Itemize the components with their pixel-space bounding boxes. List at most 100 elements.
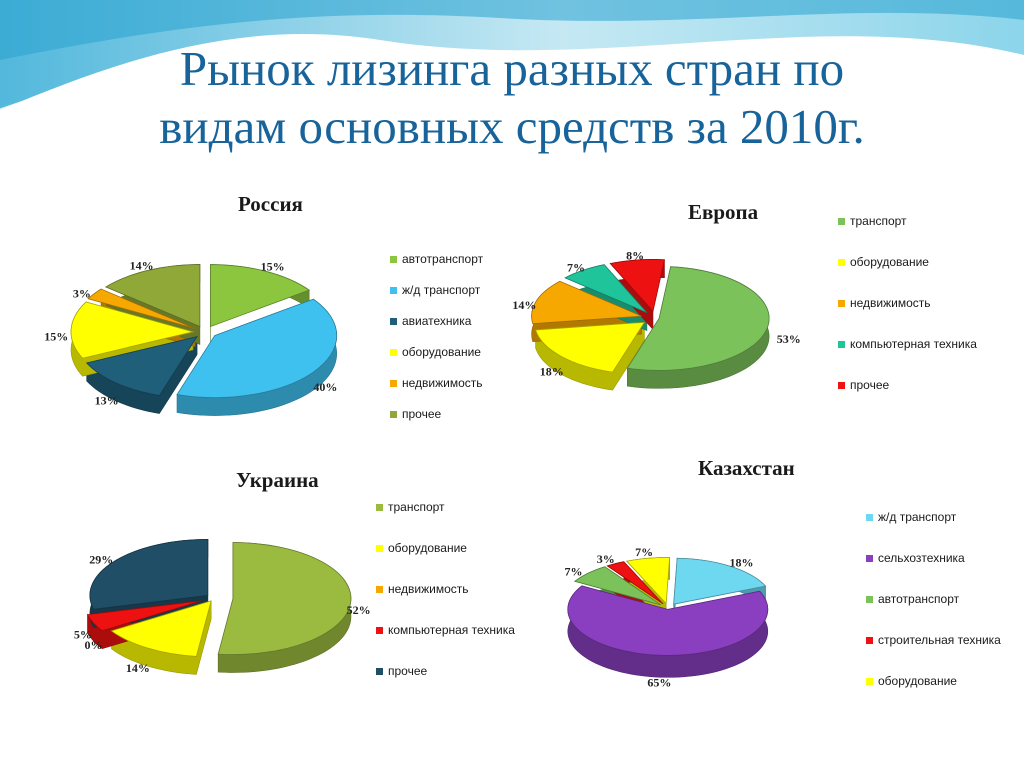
legend-label: ж/д транспорт xyxy=(402,283,481,297)
pie-chart-ukraine: 52% 14% 0%5% 29% xyxy=(74,538,371,675)
pie-label-kazakhstan-2: 7% xyxy=(565,565,583,579)
pie-slice-europe-0 xyxy=(626,266,770,371)
pie-slice-russia-1 xyxy=(176,298,338,398)
pie-label-ukraine-2: 0% xyxy=(84,638,102,652)
legend-label: строительная техника xyxy=(878,633,1001,647)
pie-label-russia-5: 14% xyxy=(130,258,154,272)
legend-swatch xyxy=(390,287,397,294)
pie-slice-russia-2 xyxy=(85,335,198,396)
legend-russia: автотранспорт ж/д транспорт авиатехника обо… xyxy=(390,252,550,432)
pie-slice-kazakhstan-0 xyxy=(673,557,767,605)
pie-label-russia-4: 3% xyxy=(73,286,91,300)
pie-label-russia-0: 15% xyxy=(261,259,285,273)
pie-slice-kazakhstan-1 xyxy=(567,585,769,656)
pie-slice-europe-4 xyxy=(609,259,665,313)
legend-swatch xyxy=(390,318,397,325)
pie-label-ukraine-1: 14% xyxy=(126,661,150,675)
legend-swatch xyxy=(376,627,383,634)
legend-label: прочее xyxy=(388,664,428,678)
pie-label-russia-1: 40% xyxy=(313,380,337,394)
pie-slice-ukraine-3 xyxy=(86,600,202,632)
pie-label-europe-4: 8% xyxy=(626,248,644,262)
legend-swatch xyxy=(838,300,845,307)
legend-ukraine: транспорт оборудование недвижимость компьют… xyxy=(376,500,536,700)
legend-label: транспорт xyxy=(388,500,445,514)
legend-swatch xyxy=(838,341,845,348)
legend-swatch xyxy=(866,637,873,644)
pie-slice-russia-5 xyxy=(105,264,201,328)
pie-label-ukraine-4: 29% xyxy=(89,553,113,567)
pie-chart-kazakhstan: 18% 65% 7% 3% 7% xyxy=(565,545,769,689)
legend-swatch xyxy=(838,259,845,266)
legend-swatch xyxy=(866,514,873,521)
legend-label: оборудование xyxy=(388,541,467,555)
legend-label: оборудование xyxy=(850,255,929,269)
pie-label-ukraine-0: 52% xyxy=(347,603,371,617)
legend-swatch xyxy=(390,349,397,356)
legend-label: недвижимость xyxy=(850,296,931,310)
pie-label-ukraine-3: 5% xyxy=(74,628,92,642)
pie-slice-ukraine-0 xyxy=(217,542,352,655)
pie-label-kazakhstan-3: 3% xyxy=(597,552,615,566)
slide-title: Рынок лизинга разных стран по видам осно… xyxy=(60,40,964,156)
legend-label: авиатехника xyxy=(402,314,472,328)
legend-label: сельхозтехника xyxy=(878,551,965,565)
chart-title-kazakhstan: Казахстан xyxy=(698,456,795,480)
pie-slice-europe-2 xyxy=(531,280,642,325)
header-wave-background xyxy=(0,0,1024,150)
pie-slice-europe-1 xyxy=(535,321,646,373)
pie-label-kazakhstan-0: 18% xyxy=(729,556,753,570)
chart-title-ukraine: Украина xyxy=(236,468,319,492)
legend-label: компьютерная техника xyxy=(388,623,515,637)
chart-title-russia: Россия xyxy=(238,192,303,216)
legend-swatch xyxy=(376,545,383,552)
pie-label-russia-3: 15% xyxy=(44,330,68,344)
legend-swatch xyxy=(838,382,845,389)
legend-label: компьютерная техника xyxy=(850,337,977,351)
legend-label: прочее xyxy=(402,407,442,421)
legend-label: транспорт xyxy=(850,214,907,228)
legend-swatch xyxy=(376,586,383,593)
legend-swatch xyxy=(838,218,845,225)
legend-europe: транспорт оборудование недвижимость компьют… xyxy=(838,214,998,404)
pie-slice-ukraine-4 xyxy=(89,538,209,610)
legend-label: ж/д транспорт xyxy=(878,510,957,524)
legend-swatch xyxy=(390,256,397,263)
pie-slice-ukraine-1 xyxy=(110,600,212,657)
legend-swatch xyxy=(376,668,383,675)
legend-swatch xyxy=(390,411,397,418)
legend-label: недвижимость xyxy=(388,582,469,596)
pie-chart-russia: 15% 40% 13% 15% 3% 14% xyxy=(44,258,338,416)
pie-label-kazakhstan-4: 7% xyxy=(635,545,653,559)
legend-label: прочее xyxy=(850,378,890,392)
chart-title-europe: Европа xyxy=(688,200,759,224)
pie-slice-russia-3 xyxy=(70,301,195,359)
pie-label-europe-3: 7% xyxy=(567,261,585,275)
legend-label: оборудование xyxy=(878,674,957,688)
pie-slice-kazakhstan-2 xyxy=(573,566,661,606)
pie-label-europe-1: 18% xyxy=(540,364,564,378)
legend-swatch xyxy=(866,555,873,562)
legend-label: автотранспорт xyxy=(402,252,484,266)
pie-label-europe-2: 14% xyxy=(512,298,536,312)
pie-slice-kazakhstan-4 xyxy=(625,557,671,605)
legend-swatch xyxy=(866,596,873,603)
legend-swatch xyxy=(390,380,397,387)
pie-chart-europe: 53% 18% 14% 7% 8% xyxy=(512,248,801,391)
slide-title-line-1: Рынок лизинга разных стран по xyxy=(179,41,845,96)
legend-label: оборудование xyxy=(402,345,481,359)
slide-title-line-2: видам основных средств за 2010г. xyxy=(159,99,865,154)
pie-slice-kazakhstan-3 xyxy=(606,561,664,605)
legend-swatch xyxy=(866,678,873,685)
pie-slice-russia-0 xyxy=(210,264,311,328)
legend-swatch xyxy=(376,504,383,511)
pie-label-europe-0: 53% xyxy=(777,332,801,346)
legend-kazakhstan: ж/д транспорт сельхозтехника автотранспорт… xyxy=(866,510,1016,690)
pie-label-russia-2: 13% xyxy=(95,393,119,407)
legend-label: недвижимость xyxy=(402,376,483,390)
pie-slice-russia-4 xyxy=(87,288,196,329)
pie-slice-europe-3 xyxy=(564,264,648,313)
legend-label: автотранспорт xyxy=(878,592,960,606)
pie-label-kazakhstan-1: 65% xyxy=(647,675,671,689)
